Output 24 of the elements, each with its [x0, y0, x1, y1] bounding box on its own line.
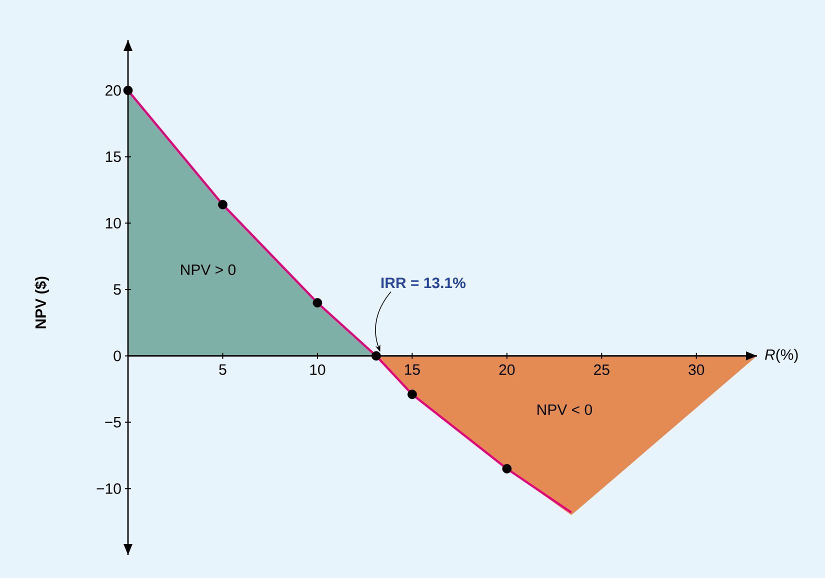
x-tick-label: 5	[219, 364, 226, 375]
x-tick-label: 30	[688, 364, 704, 376]
y-tick-label: 10	[106, 218, 121, 228]
x-tick-label: 10	[310, 364, 326, 376]
point	[371, 351, 381, 361]
y-tick-label: 20	[106, 85, 121, 96]
y-tick-label: 0	[114, 350, 121, 362]
point	[218, 200, 228, 210]
point	[407, 390, 417, 400]
x-axis-title: R(%)	[764, 348, 798, 363]
y-tick-label: −5	[105, 417, 121, 428]
annotation: NPV < 0	[538, 404, 592, 415]
y-tick-label: 5	[114, 284, 121, 295]
y-axis-title: NPV ($)	[34, 276, 49, 328]
x-tick-label: 15	[404, 364, 420, 375]
point	[123, 86, 133, 96]
annotation: IRR = 13.1%	[381, 278, 466, 288]
point	[502, 464, 512, 474]
point	[312, 298, 322, 308]
x-tick-label: 20	[499, 364, 515, 376]
annotation: NPV > 0	[181, 264, 236, 276]
x-tick-label: 25	[594, 364, 610, 376]
y-tick-label: −10	[96, 483, 121, 494]
y-tick-label: 15	[106, 152, 121, 162]
